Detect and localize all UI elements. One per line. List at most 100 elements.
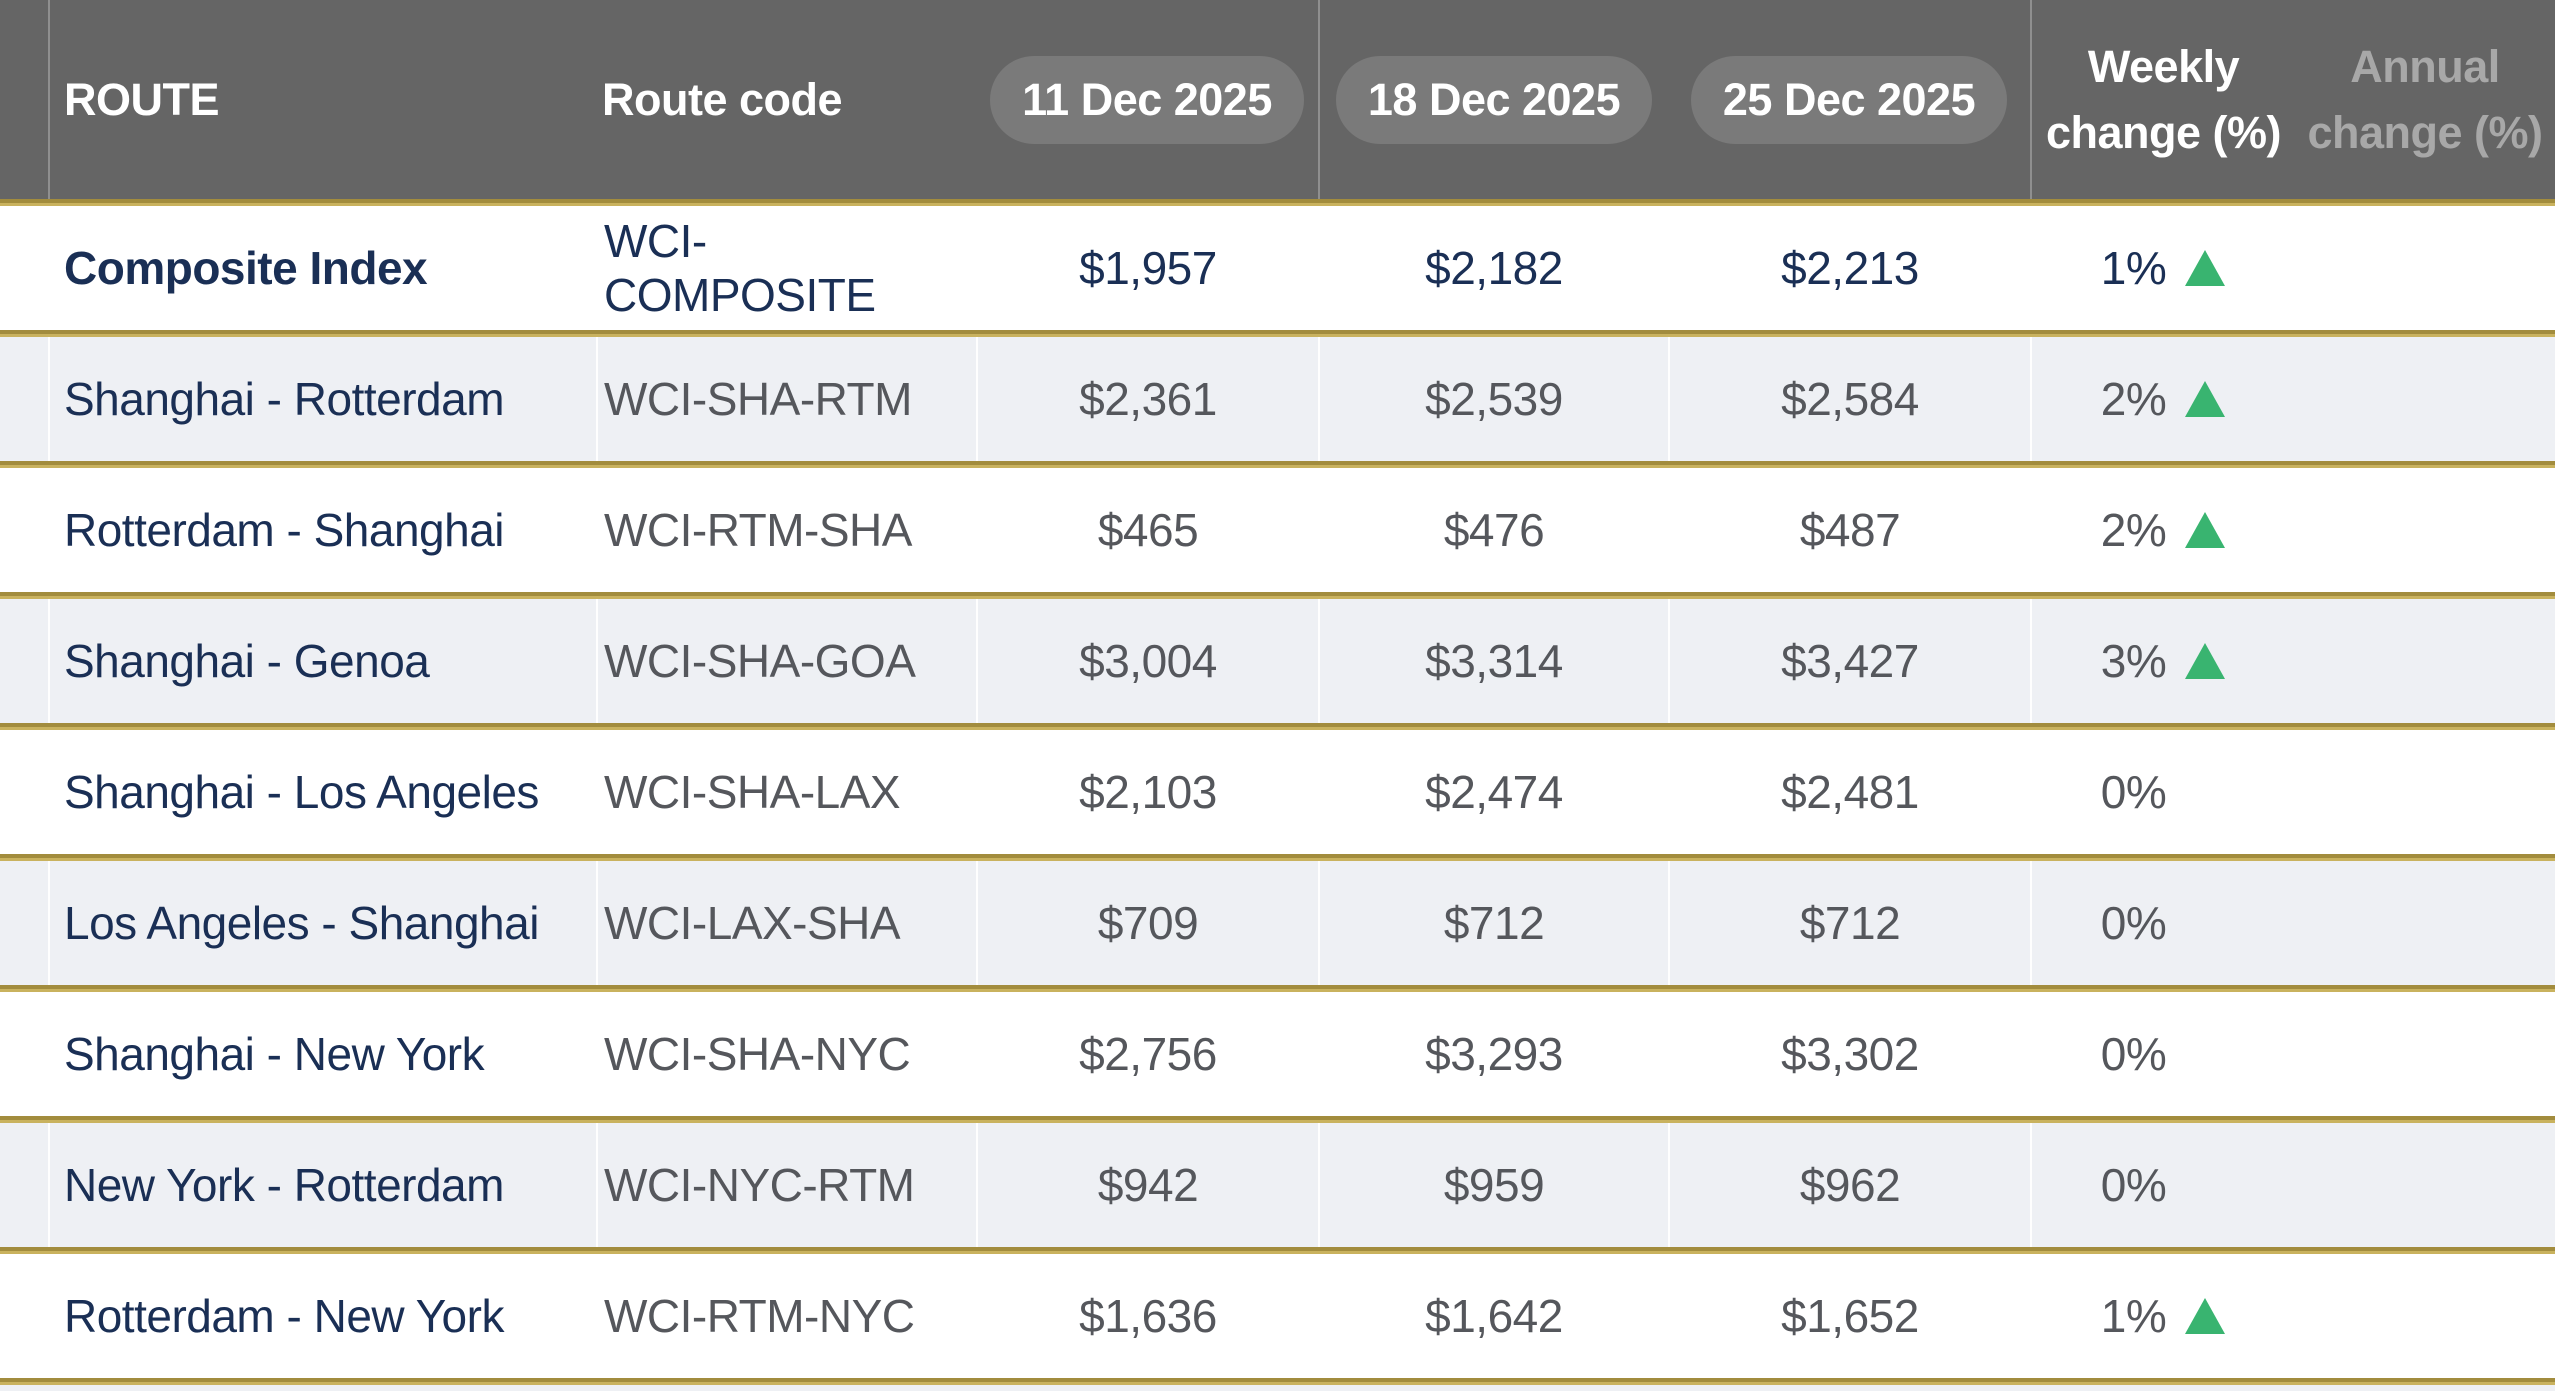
annual-change-cell	[2295, 861, 2555, 985]
weekly-change-cell: 0%	[2030, 730, 2295, 854]
weekly-change-value: 1%	[2100, 1290, 2167, 1342]
annual-change-cell	[2295, 730, 2555, 854]
route-code: WCI-SHA-LAX	[596, 730, 976, 854]
price-cell: $2,756	[976, 992, 1318, 1116]
row-separator	[0, 1116, 2555, 1123]
up-triangle-icon	[2185, 250, 2226, 286]
weekly-change-value: 2%	[2100, 504, 2167, 556]
price-cell: $3,293	[1318, 992, 1668, 1116]
weekly-change-cell: 0%	[2030, 992, 2295, 1116]
column-header-route: ROUTE	[48, 0, 596, 199]
weekly-change-cell: 0%	[2030, 861, 2295, 985]
row-separator	[0, 592, 2555, 599]
weekly-change-cell: 1%	[2030, 1254, 2295, 1378]
route-name: Composite Index	[48, 206, 596, 330]
table-row: Shanghai - Genoa WCI-SHA-GOA $3,004 $3,3…	[0, 599, 2555, 723]
table-row: Shanghai - New York WCI-SHA-NYC $2,756 $…	[0, 992, 2555, 1116]
table-row: Los Angeles - Shanghai WCI-LAX-SHA $709 …	[0, 861, 2555, 985]
annual-change-cell	[2295, 599, 2555, 723]
weekly-change-cell: 2%	[2030, 337, 2295, 461]
row-separator	[0, 199, 2555, 206]
price-cell: $1,957	[976, 206, 1318, 330]
row-separator	[0, 330, 2555, 337]
table-row: Shanghai - Los Angeles WCI-SHA-LAX $2,10…	[0, 730, 2555, 854]
row-separator	[0, 461, 2555, 468]
price-cell: $2,361	[976, 337, 1318, 461]
weekly-change-cell: 1%	[2030, 206, 2295, 330]
price-cell: $2,539	[1318, 337, 1668, 461]
date-pill: 18 Dec 2025	[1335, 55, 1653, 144]
price-cell: $1,652	[1668, 1254, 2030, 1378]
weekly-change-value: 0%	[2100, 897, 2167, 949]
table-row: Rotterdam - Shanghai WCI-RTM-SHA $465 $4…	[0, 468, 2555, 592]
weekly-change-value: 0%	[2100, 766, 2167, 818]
annual-change-cell	[2295, 1123, 2555, 1247]
column-header-weekly-change: Weekly change (%)	[2030, 0, 2295, 199]
route-name: Shanghai - Rotterdam	[48, 337, 596, 461]
route-code: WCI-SHA-NYC	[596, 992, 976, 1116]
header-gutter	[0, 0, 48, 199]
row-gutter	[0, 992, 48, 1116]
price-cell: $2,584	[1668, 337, 2030, 461]
price-cell: $712	[1318, 861, 1668, 985]
weekly-change-value: 3%	[2100, 635, 2167, 687]
table-row: Composite Index WCI-COMPOSITE $1,957 $2,…	[0, 206, 2555, 330]
price-cell: $2,481	[1668, 730, 2030, 854]
annual-change-cell	[2295, 992, 2555, 1116]
price-cell: $2,213	[1668, 206, 2030, 330]
row-separator	[0, 723, 2555, 730]
next-row-sliver	[0, 1385, 2555, 1391]
up-triangle-icon	[2185, 512, 2226, 548]
price-cell: $2,103	[976, 730, 1318, 854]
column-header-date-1: 11 Dec 2025	[976, 0, 1318, 199]
row-gutter	[0, 337, 48, 461]
price-cell: $2,474	[1318, 730, 1668, 854]
row-gutter	[0, 730, 48, 854]
column-header-annual-change: Annual change (%)	[2307, 41, 2543, 158]
weekly-change-value: 2%	[2100, 373, 2167, 425]
up-triangle-icon	[2185, 381, 2226, 417]
annual-change-cell	[2295, 468, 2555, 592]
table-row: New York - Rotterdam WCI-NYC-RTM $942 $9…	[0, 1123, 2555, 1247]
price-cell: $1,636	[976, 1254, 1318, 1378]
annual-change-cell	[2295, 1254, 2555, 1378]
row-gutter	[0, 599, 48, 723]
up-triangle-icon	[2185, 643, 2226, 679]
route-code: WCI-COMPOSITE	[596, 206, 976, 330]
row-separator	[0, 985, 2555, 992]
column-header-date-3: 25 Dec 2025	[1668, 0, 2030, 199]
row-gutter	[0, 861, 48, 985]
price-cell: $1,642	[1318, 1254, 1668, 1378]
route-name: Shanghai - Genoa	[48, 599, 596, 723]
row-gutter	[0, 1123, 48, 1247]
price-cell: $3,314	[1318, 599, 1668, 723]
annual-change-cell	[2295, 337, 2555, 461]
row-gutter	[0, 206, 48, 330]
table-row: Rotterdam - New York WCI-RTM-NYC $1,636 …	[0, 1254, 2555, 1378]
price-cell: $476	[1318, 468, 1668, 592]
price-cell: $712	[1668, 861, 2030, 985]
weekly-change-value: 0%	[2100, 1159, 2167, 1211]
route-code: WCI-LAX-SHA	[596, 861, 976, 985]
date-pill: 11 Dec 2025	[990, 55, 1304, 144]
route-code: WCI-RTM-NYC	[596, 1254, 976, 1378]
price-cell: $3,302	[1668, 992, 2030, 1116]
weekly-change-value: 1%	[2100, 242, 2167, 294]
up-triangle-icon	[2185, 1298, 2226, 1334]
weekly-change-cell: 2%	[2030, 468, 2295, 592]
row-gutter	[0, 1254, 48, 1378]
annual-change-cell	[2295, 206, 2555, 330]
route-code: WCI-SHA-GOA	[596, 599, 976, 723]
route-code: WCI-RTM-SHA	[596, 468, 976, 592]
weekly-change-cell: 3%	[2030, 599, 2295, 723]
price-cell: $3,427	[1668, 599, 2030, 723]
route-name: Los Angeles - Shanghai	[48, 861, 596, 985]
price-cell: $3,004	[976, 599, 1318, 723]
table-row: Shanghai - Rotterdam WCI-SHA-RTM $2,361 …	[0, 337, 2555, 461]
table-header-row: ROUTE Route code 11 Dec 2025 18 Dec 2025…	[0, 0, 2555, 199]
price-cell: $465	[976, 468, 1318, 592]
weekly-change-cell: 0%	[2030, 1123, 2295, 1247]
route-name: Rotterdam - New York	[48, 1254, 596, 1378]
route-name: Shanghai - Los Angeles	[48, 730, 596, 854]
